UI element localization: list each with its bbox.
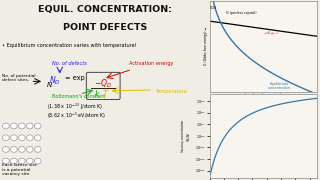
Text: Equilibrium
concentration: Equilibrium concentration <box>268 82 291 90</box>
Circle shape <box>3 123 9 129</box>
X-axis label: n (number of vacancies) →: n (number of vacancies) → <box>242 93 284 97</box>
Circle shape <box>34 135 41 141</box>
Circle shape <box>11 135 17 141</box>
Circle shape <box>3 158 9 164</box>
Circle shape <box>27 123 33 129</box>
Circle shape <box>34 158 41 164</box>
Text: • Equilibrium concentration varies with temperature!: • Equilibrium concentration varies with … <box>2 43 137 48</box>
Text: POINT DEFECTS: POINT DEFECTS <box>63 23 147 32</box>
Y-axis label: G (Gibbs free energy) →: G (Gibbs free energy) → <box>204 27 208 66</box>
Text: Each lattice site
is a potential
vacancy site: Each lattice site is a potential vacancy… <box>2 163 37 176</box>
Text: Temperature: Temperature <box>155 89 187 94</box>
Circle shape <box>19 123 25 129</box>
Circle shape <box>3 147 9 152</box>
Text: No. of defects: No. of defects <box>52 61 87 66</box>
Text: $-Q_D$: $-Q_D$ <box>94 77 112 89</box>
Text: = exp: = exp <box>65 75 84 81</box>
Text: Activation energy: Activation energy <box>129 61 173 66</box>
Text: Boltzmann's constant: Boltzmann's constant <box>52 94 106 99</box>
Text: $-n\Delta g_{sm}T$: $-n\Delta g_{sm}T$ <box>263 29 281 37</box>
FancyBboxPatch shape <box>86 72 120 100</box>
Y-axis label: Vacancy concentration
$(N_v/N)$: Vacancy concentration $(N_v/N)$ <box>181 120 193 152</box>
Circle shape <box>11 123 17 129</box>
Circle shape <box>27 147 33 152</box>
Circle shape <box>11 158 17 164</box>
Text: No. of potential
defect sites.: No. of potential defect sites. <box>2 74 36 82</box>
Text: $T$: $T$ <box>102 88 109 99</box>
Circle shape <box>27 135 33 141</box>
Circle shape <box>3 135 9 141</box>
Text: $N_D$: $N_D$ <box>49 75 60 87</box>
Text: $k$: $k$ <box>94 88 100 99</box>
Circle shape <box>19 158 25 164</box>
Text: (1.38 x 10$^{-23}$ J/atom K): (1.38 x 10$^{-23}$ J/atom K) <box>47 102 104 112</box>
Circle shape <box>11 147 17 152</box>
Circle shape <box>34 123 41 129</box>
Circle shape <box>19 135 25 141</box>
Text: G (perfect crystal): G (perfect crystal) <box>226 11 256 15</box>
Text: $N$: $N$ <box>46 80 53 89</box>
Circle shape <box>27 158 33 164</box>
Text: G(0): G(0) <box>210 6 217 10</box>
Circle shape <box>19 147 25 152</box>
Text: EQUIL. CONCENTRATION:: EQUIL. CONCENTRATION: <box>38 5 172 14</box>
Text: (8.62 x 10$^{-5}$ eV/atom K): (8.62 x 10$^{-5}$ eV/atom K) <box>47 111 106 121</box>
Text: $\delta G_{min}$: $\delta G_{min}$ <box>319 61 320 69</box>
Circle shape <box>34 147 41 152</box>
